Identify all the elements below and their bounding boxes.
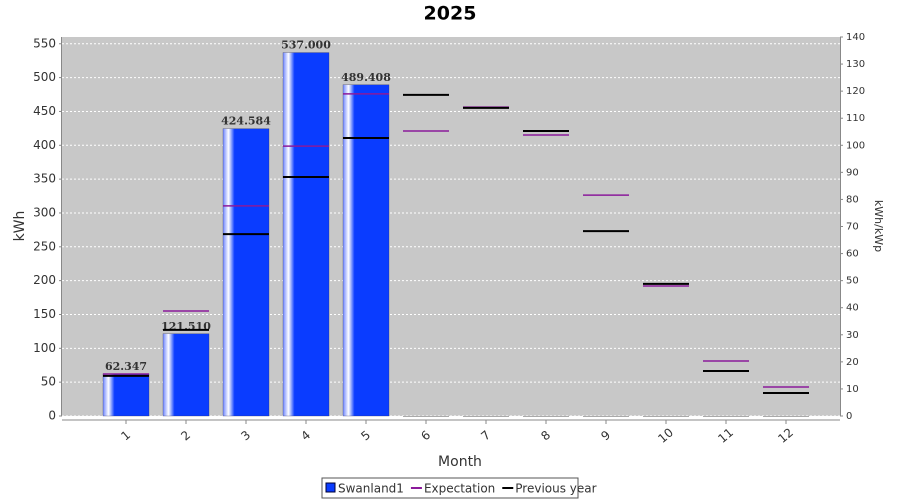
bar (162, 333, 210, 417)
y-tick-label: 250 (33, 239, 56, 253)
y2-tick-label: 60 (846, 249, 859, 260)
legend-label: Swanland1 (338, 482, 404, 496)
y-tick-label: 350 (33, 172, 56, 186)
y2-tick-label: 40 (846, 303, 859, 314)
value-label: 489.408 (341, 71, 391, 84)
y2-tick-label: 30 (846, 330, 859, 341)
x-tick-label: 1 (118, 428, 133, 444)
bar (763, 416, 809, 417)
y-tick-label: 300 (33, 205, 56, 219)
y-tick-label: 550 (33, 36, 56, 50)
value-label: 62.347 (105, 360, 147, 373)
y2-tick-label: 140 (846, 32, 865, 43)
y2-tick-label: 10 (846, 384, 859, 395)
y2-tick-label: 90 (846, 167, 859, 178)
y2-tick-label: 20 (846, 357, 859, 368)
y2-tick-label: 70 (846, 222, 859, 233)
y-tick-label: 400 (33, 138, 56, 152)
x-tick-label: 9 (598, 428, 613, 444)
x-tick-label: 10 (655, 425, 676, 446)
y-tick-label: 150 (33, 307, 56, 321)
value-label: 424.584 (221, 115, 271, 128)
y-tick-label: 200 (33, 273, 56, 287)
y2-axis-label: kWh/kWp (872, 200, 885, 252)
bar (342, 84, 390, 417)
y2-tick-label: 0 (846, 411, 852, 422)
y2-tick-label: 50 (846, 276, 859, 287)
bar (703, 416, 749, 417)
y-tick-label: 50 (41, 375, 56, 389)
x-tick-label: 2 (178, 428, 193, 444)
x-tick-label: 4 (298, 428, 313, 444)
x-tick-label: 11 (715, 425, 736, 446)
bar (403, 416, 449, 417)
y2-tick-label: 100 (846, 140, 865, 151)
x-axis-label: Month (438, 454, 482, 470)
y-tick-label: 450 (33, 104, 56, 118)
bar (102, 373, 150, 417)
bar (222, 128, 270, 417)
y2-tick-label: 120 (846, 86, 865, 97)
x-tick-label: 6 (418, 428, 433, 444)
bar (463, 416, 509, 417)
x-tick-label: 7 (478, 428, 493, 444)
x-tick-label: 5 (358, 428, 373, 444)
value-label: 537.000 (281, 39, 331, 52)
x-tick-label: 12 (775, 425, 796, 446)
y-tick-label: 0 (48, 409, 56, 423)
y2-tick-label: 130 (846, 59, 865, 70)
y-axis-label: kWh (12, 211, 28, 242)
chart-title: 2025 (424, 3, 477, 25)
y2-tick-label: 80 (846, 194, 859, 205)
legend (321, 477, 579, 499)
x-tick-label: 3 (238, 428, 253, 444)
legend-swatch (325, 482, 336, 493)
y2-tick-label: 110 (846, 113, 865, 124)
legend-label: Previous year (515, 482, 596, 496)
y-tick-label: 100 (33, 341, 56, 355)
x-tick-label: 8 (538, 428, 553, 444)
bar (282, 52, 330, 417)
y-tick-label: 500 (33, 70, 56, 84)
bar (583, 416, 629, 417)
bar (523, 416, 569, 417)
legend-label: Expectation (424, 482, 495, 496)
bar (643, 416, 689, 417)
